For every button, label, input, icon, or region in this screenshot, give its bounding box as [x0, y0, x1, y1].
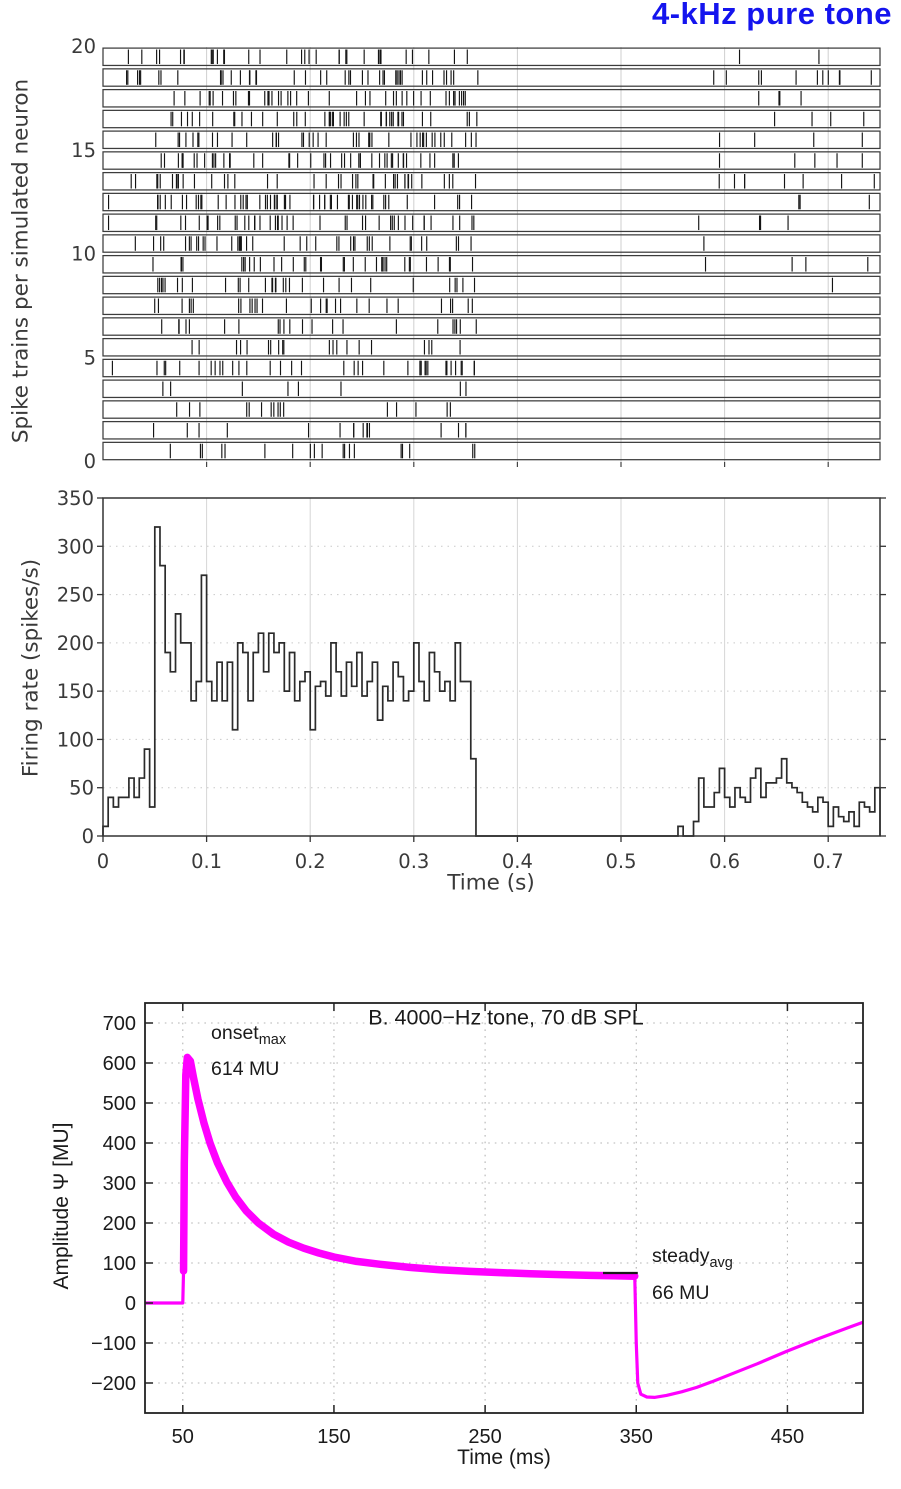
tick-label: 10 — [71, 243, 96, 266]
tick-label: 50 — [69, 777, 94, 800]
figure-title: 4-kHz pure tone — [651, 0, 892, 31]
steady-annotation-label: steadyavg — [652, 1245, 733, 1271]
raster-ytick-labels: 0 5 10 15 20 — [71, 35, 96, 473]
tick-label: 0.3 — [398, 850, 429, 873]
psth-gridlines — [103, 498, 880, 836]
tick-label: 500 — [103, 1093, 136, 1115]
tick-label: −100 — [91, 1333, 136, 1355]
raster-rows — [102, 47, 881, 461]
amplitude-box — [144, 1002, 864, 1414]
raster-ylabel: Spike trains per simulated neuron — [8, 78, 34, 444]
raster-spikes — [107, 49, 875, 459]
tick-label: 0 — [97, 850, 109, 873]
tick-label: 350 — [620, 1426, 653, 1448]
amplitude-ticks — [145, 1003, 863, 1413]
tick-label: 150 — [57, 680, 94, 703]
tick-label: 200 — [103, 1213, 136, 1235]
psth-box — [102, 497, 881, 837]
psth-curve — [102, 526, 881, 837]
tick-label: 350 — [57, 487, 94, 510]
onset-annotation-label: onsetmax — [211, 1022, 286, 1048]
tick-label: −200 — [91, 1373, 136, 1395]
tick-label: 100 — [57, 728, 94, 751]
tick-label: 250 — [57, 584, 94, 607]
psth-tick-labels: 0 0.1 0.2 0.3 0.4 0.5 0.6 0.7 0 50 100 150 200 250 300… — [57, 487, 844, 873]
raster-axis-ticks — [206, 462, 829, 467]
tick-label: 0 — [125, 1293, 136, 1315]
tick-label: 0.2 — [295, 850, 326, 873]
tick-label: 0.7 — [813, 850, 844, 873]
amplitude-ylabel: Amplitude Ψ [MU] — [50, 1122, 73, 1290]
tick-label: 100 — [103, 1253, 136, 1275]
tick-label: 150 — [317, 1426, 350, 1448]
tick-label: 5 — [84, 346, 96, 369]
tick-label: 0.5 — [605, 850, 636, 873]
tick-label: 400 — [103, 1133, 136, 1155]
tick-label: 0 — [84, 450, 96, 473]
tick-label: 15 — [71, 139, 96, 162]
amplitude-curve — [145, 1053, 864, 1400]
tick-label: 300 — [57, 535, 94, 558]
tick-label: 50 — [172, 1426, 194, 1448]
tick-label: 0 — [82, 825, 94, 848]
tick-label: 250 — [468, 1426, 501, 1448]
amplitude-tick-labels: 50 150 250 350 450 −200 −100 0 100 200 300 400 500 60… — [91, 1013, 804, 1448]
psth-xlabel: Time (s) — [447, 870, 535, 896]
tick-label: 200 — [57, 632, 94, 655]
onset-annotation-text: onset — [211, 1022, 259, 1044]
tick-label: 20 — [71, 35, 96, 58]
onset-annotation-value: 614 MU — [211, 1058, 280, 1080]
tick-label: 0.4 — [502, 850, 533, 873]
raster-gridlines — [206, 47, 829, 462]
tick-label: 700 — [103, 1013, 136, 1035]
steady-annotation-value: 66 MU — [652, 1282, 710, 1304]
tick-label: 450 — [771, 1426, 804, 1448]
tick-label: 600 — [103, 1053, 136, 1075]
onset-annotation-sub: max — [258, 1031, 287, 1048]
tick-label: 0.6 — [709, 850, 740, 873]
steady-annotation-text: steady — [652, 1245, 710, 1267]
amplitude-title: B. 4000−Hz tone, 70 dB SPL — [368, 1005, 644, 1030]
amplitude-xlabel: Time (ms) — [457, 1446, 551, 1469]
psth-ticks — [97, 497, 886, 842]
tick-label: 0.1 — [191, 850, 222, 873]
psth-ylabel: Firing rate (spikes/s) — [18, 558, 44, 778]
steady-annotation-sub: avg — [709, 1254, 733, 1271]
tick-label: 300 — [103, 1173, 136, 1195]
